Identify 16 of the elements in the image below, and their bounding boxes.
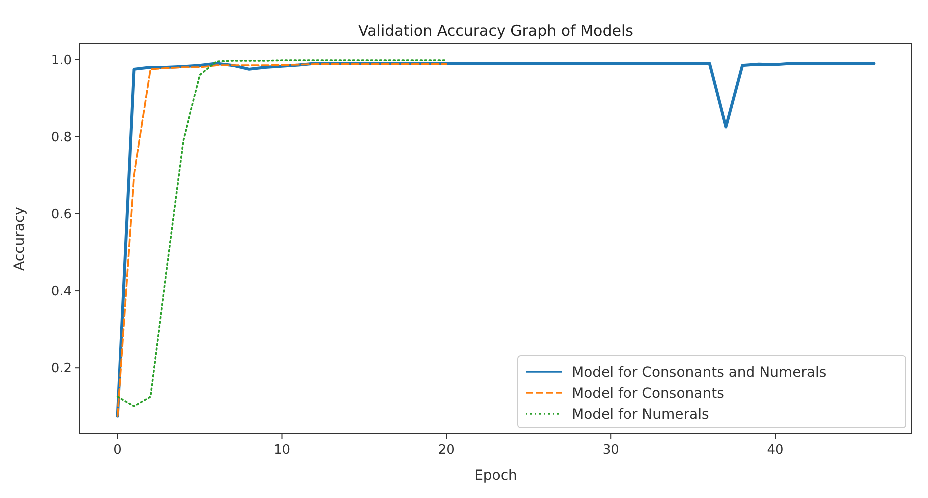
y-tick-label: 0.2 <box>51 362 72 377</box>
y-tick-label: 1.0 <box>51 53 72 68</box>
chart-title: Validation Accuracy Graph of Models <box>358 22 634 40</box>
x-tick-label: 30 <box>602 443 620 458</box>
y-tick-label: 0.8 <box>51 130 72 146</box>
legend-label: Model for Consonants <box>572 386 724 402</box>
x-tick-label: 20 <box>438 443 455 458</box>
x-tick-label: 10 <box>274 443 291 458</box>
x-tick-label: 0 <box>114 443 122 458</box>
y-tick-label: 0.6 <box>51 207 72 222</box>
legend-label: Model for Consonants and Numerals <box>572 365 827 381</box>
y-tick-label: 0.4 <box>51 284 72 300</box>
x-axis-title: Epoch <box>474 468 518 484</box>
legend-label: Model for Numerals <box>572 407 710 423</box>
x-tick-label: 40 <box>767 443 784 458</box>
y-axis-title: Accuracy <box>12 207 28 271</box>
